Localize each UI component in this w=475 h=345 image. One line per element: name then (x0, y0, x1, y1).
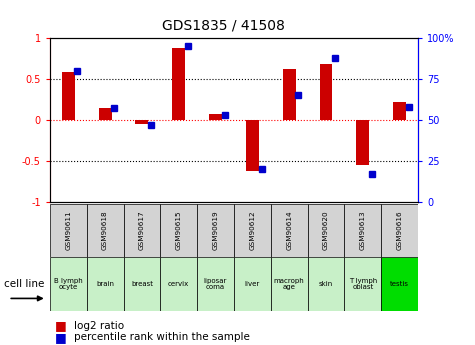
Bar (62, 72, 75, 120)
Text: skin: skin (319, 281, 333, 287)
Bar (124, 257, 160, 310)
Text: testis: testis (390, 281, 409, 287)
Text: GSM90611: GSM90611 (65, 210, 71, 250)
Bar (320, 64, 332, 120)
Text: GSM90620: GSM90620 (323, 210, 329, 250)
Text: GSM90612: GSM90612 (249, 210, 256, 250)
Text: cervix: cervix (168, 281, 190, 287)
Bar (86, 257, 124, 310)
Text: liposar
coma: liposar coma (204, 277, 227, 290)
Bar (160, 204, 197, 257)
Bar (308, 257, 344, 310)
Text: breast: breast (131, 281, 153, 287)
Bar (381, 204, 418, 257)
Bar (50, 257, 86, 310)
Bar (393, 102, 406, 120)
Text: GSM90616: GSM90616 (397, 210, 403, 250)
Text: cell line: cell line (4, 279, 44, 288)
Bar (271, 257, 308, 310)
Bar (99, 108, 112, 120)
Text: GSM90614: GSM90614 (286, 210, 292, 250)
Bar (381, 257, 418, 310)
Bar (50, 204, 86, 257)
Bar (86, 204, 124, 257)
Text: log2 ratio: log2 ratio (74, 321, 124, 331)
Bar (246, 120, 259, 171)
Text: GSM90617: GSM90617 (139, 210, 145, 250)
Bar (308, 204, 344, 257)
Bar (356, 120, 369, 165)
Text: brain: brain (96, 281, 114, 287)
Bar (271, 204, 308, 257)
Text: percentile rank within the sample: percentile rank within the sample (74, 333, 249, 342)
Text: ■: ■ (55, 319, 66, 333)
Text: liver: liver (245, 281, 260, 287)
Bar (283, 69, 295, 120)
Bar (344, 257, 381, 310)
Bar (234, 204, 271, 257)
Text: B lymph
ocyte: B lymph ocyte (54, 277, 83, 290)
Text: GSM90618: GSM90618 (102, 210, 108, 250)
Text: GSM90619: GSM90619 (212, 210, 219, 250)
Bar (197, 257, 234, 310)
Bar (160, 257, 197, 310)
Bar (172, 48, 185, 120)
Bar (344, 204, 381, 257)
Bar (124, 204, 160, 257)
Text: GSM90613: GSM90613 (360, 210, 366, 250)
Text: ■: ■ (55, 331, 66, 344)
Bar (209, 114, 222, 120)
Text: macroph
age: macroph age (274, 277, 304, 290)
Bar (135, 120, 148, 124)
Bar (197, 204, 234, 257)
Text: GDS1835 / 41508: GDS1835 / 41508 (162, 19, 285, 33)
Text: GSM90615: GSM90615 (176, 210, 182, 250)
Text: T lymph
oblast: T lymph oblast (349, 277, 377, 290)
Bar (234, 257, 271, 310)
